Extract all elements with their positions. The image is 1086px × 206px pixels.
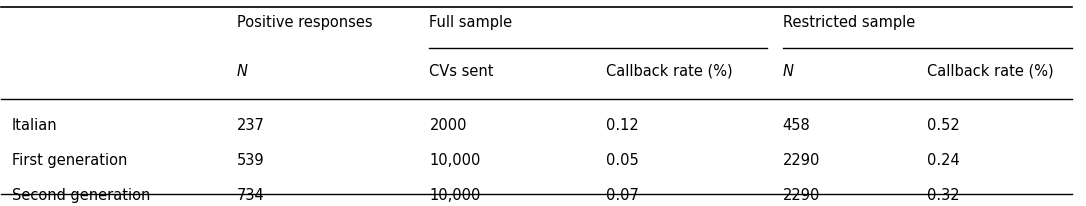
Text: 0.32: 0.32 — [927, 188, 960, 203]
Text: Callback rate (%): Callback rate (%) — [606, 64, 733, 79]
Text: CVs sent: CVs sent — [429, 64, 494, 79]
Text: N: N — [783, 64, 794, 79]
Text: 2290: 2290 — [783, 153, 820, 168]
Text: 0.52: 0.52 — [927, 118, 960, 133]
Text: Full sample: Full sample — [429, 15, 513, 30]
Text: 237: 237 — [237, 118, 265, 133]
Text: First generation: First generation — [12, 153, 127, 168]
Text: N: N — [237, 64, 248, 79]
Text: Italian: Italian — [12, 118, 58, 133]
Text: 539: 539 — [237, 153, 265, 168]
Text: Callback rate (%): Callback rate (%) — [927, 64, 1053, 79]
Text: 10,000: 10,000 — [429, 153, 481, 168]
Text: 0.12: 0.12 — [606, 118, 639, 133]
Text: 0.24: 0.24 — [927, 153, 960, 168]
Text: 2290: 2290 — [783, 188, 820, 203]
Text: Second generation: Second generation — [12, 188, 151, 203]
Text: 458: 458 — [783, 118, 810, 133]
Text: 2000: 2000 — [429, 118, 467, 133]
Text: 0.05: 0.05 — [606, 153, 639, 168]
Text: 0.07: 0.07 — [606, 188, 639, 203]
Text: Positive responses: Positive responses — [237, 15, 372, 30]
Text: 734: 734 — [237, 188, 265, 203]
Text: Restricted sample: Restricted sample — [783, 15, 914, 30]
Text: 10,000: 10,000 — [429, 188, 481, 203]
